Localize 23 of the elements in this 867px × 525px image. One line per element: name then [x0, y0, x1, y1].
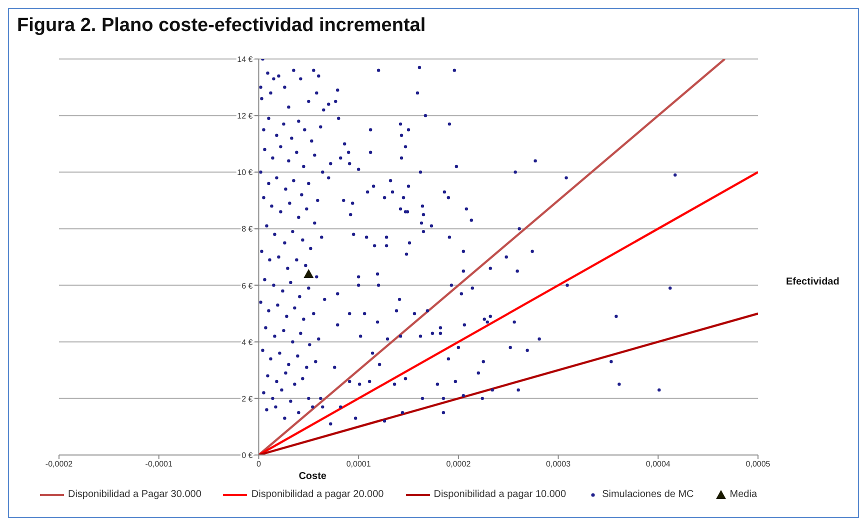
- x-tick-label: 0: [256, 460, 262, 469]
- legend-label: Simulaciones de MC: [602, 489, 694, 500]
- y-axis-title: Efectividad: [786, 276, 840, 288]
- y-tick-label: 14 €: [237, 55, 254, 64]
- y-tick-label: 6 €: [242, 281, 254, 290]
- y-tick-label: 2 €: [242, 394, 254, 404]
- x-tick-label: 0,0005: [746, 460, 771, 469]
- y-tick-label: 10 €: [237, 168, 254, 178]
- y-tick-label: 4 €: [242, 338, 254, 347]
- y-tick-label: 8 €: [242, 224, 254, 234]
- x-tick-label: 0,0002: [446, 460, 472, 469]
- x-tick-label: 0,0004: [646, 460, 671, 469]
- y-tick-label: 12 €: [237, 112, 254, 121]
- legend-label: Disponibilidad a pagar 20.000: [251, 489, 384, 500]
- x-tick-label: 0,0003: [546, 460, 572, 469]
- x-axis-title: Coste: [298, 471, 327, 482]
- legend-label: Media: [730, 489, 758, 500]
- legend-label: Disponibilidad a pagar 10.000: [434, 489, 566, 500]
- x-tick-label: -0,0001: [145, 460, 173, 469]
- x-tick-label: 0,0001: [346, 460, 372, 469]
- chart-title: Figura 2. Plano coste-efectividad incremental: [16, 14, 427, 38]
- legend-label: Disponibilidad a Pagar 30.000: [68, 489, 202, 500]
- x-tick-label: -0,0002: [45, 460, 74, 469]
